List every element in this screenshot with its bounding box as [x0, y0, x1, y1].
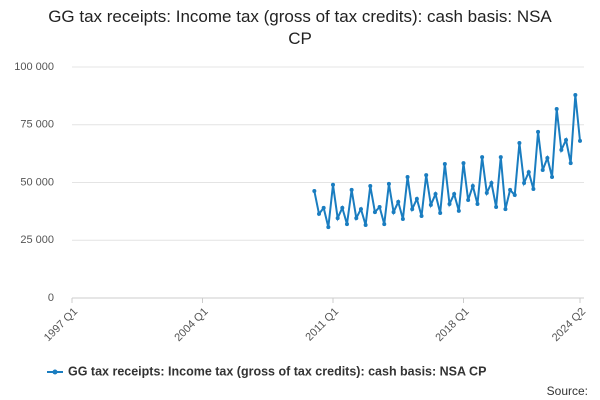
data-point: [400, 216, 405, 221]
data-point: [321, 205, 326, 210]
data-point: [363, 223, 368, 228]
data-point: [424, 173, 429, 178]
legend-marker: [52, 369, 58, 375]
data-point: [410, 207, 415, 212]
data-point: [517, 140, 522, 145]
data-point: [526, 170, 531, 175]
data-point: [312, 189, 317, 194]
data-point: [414, 196, 419, 201]
data-point: [396, 199, 401, 204]
x-tick-label: 2011 Q1: [303, 306, 341, 344]
data-point: [368, 183, 373, 188]
data-point: [344, 222, 349, 227]
y-tick-label: 0: [48, 292, 54, 304]
data-point: [372, 210, 377, 215]
data-point: [508, 187, 513, 192]
data-point: [377, 204, 382, 209]
data-point: [438, 210, 443, 215]
data-point: [531, 186, 536, 191]
data-point: [550, 174, 555, 179]
data-point: [335, 216, 340, 221]
data-point: [554, 107, 559, 112]
data-point: [498, 155, 503, 160]
data-point: [470, 183, 475, 188]
y-tick-label: 50 000: [20, 176, 54, 188]
data-point: [354, 216, 359, 221]
data-point: [330, 182, 335, 187]
y-tick-label: 75 000: [20, 119, 54, 131]
data-point: [512, 192, 517, 197]
data-point: [540, 168, 545, 173]
data-point: [475, 201, 480, 206]
data-point: [317, 211, 322, 216]
chart-title: GG tax receipts: Income tax (gross of ta…: [48, 7, 552, 48]
x-tick-label: 2004 Q1: [172, 306, 210, 344]
data-point: [484, 190, 489, 195]
x-tick-label: 2024 Q2: [550, 306, 588, 344]
legend-label: GG tax receipts: Income tax (gross of ta…: [68, 364, 486, 378]
data-point: [447, 201, 452, 206]
data-point: [349, 187, 354, 192]
data-point: [386, 181, 391, 186]
data-point: [456, 208, 461, 213]
data-point: [405, 174, 410, 179]
source: Source:: [547, 384, 588, 398]
data-point: [536, 129, 541, 134]
data-point: [564, 137, 569, 142]
data-point: [428, 202, 433, 207]
data-point: [452, 192, 457, 197]
data-point: [545, 156, 550, 161]
x-tick-label: 1997 Q1: [42, 306, 80, 344]
data-point: [503, 207, 508, 212]
data-point: [461, 161, 466, 166]
data-point: [568, 161, 573, 166]
data-point: [382, 222, 387, 227]
y-tick-label: 100 000: [14, 61, 54, 73]
data-point: [466, 198, 471, 203]
data-point: [358, 207, 363, 212]
x-tick-label: 2018 Q1: [433, 306, 471, 344]
data-point: [522, 180, 527, 185]
data-point: [326, 225, 331, 230]
data-point: [433, 192, 438, 197]
data-point: [340, 205, 345, 210]
data-point: [391, 210, 396, 215]
data-point: [489, 180, 494, 185]
data-point: [578, 138, 582, 143]
data-point: [480, 155, 485, 160]
data-point: [419, 213, 424, 218]
data-point: [573, 92, 578, 97]
y-tick-label: 25 000: [20, 234, 54, 246]
data-point: [494, 204, 499, 209]
data-point: [442, 162, 447, 167]
data-point: [559, 147, 564, 152]
data-line: [313, 94, 581, 228]
